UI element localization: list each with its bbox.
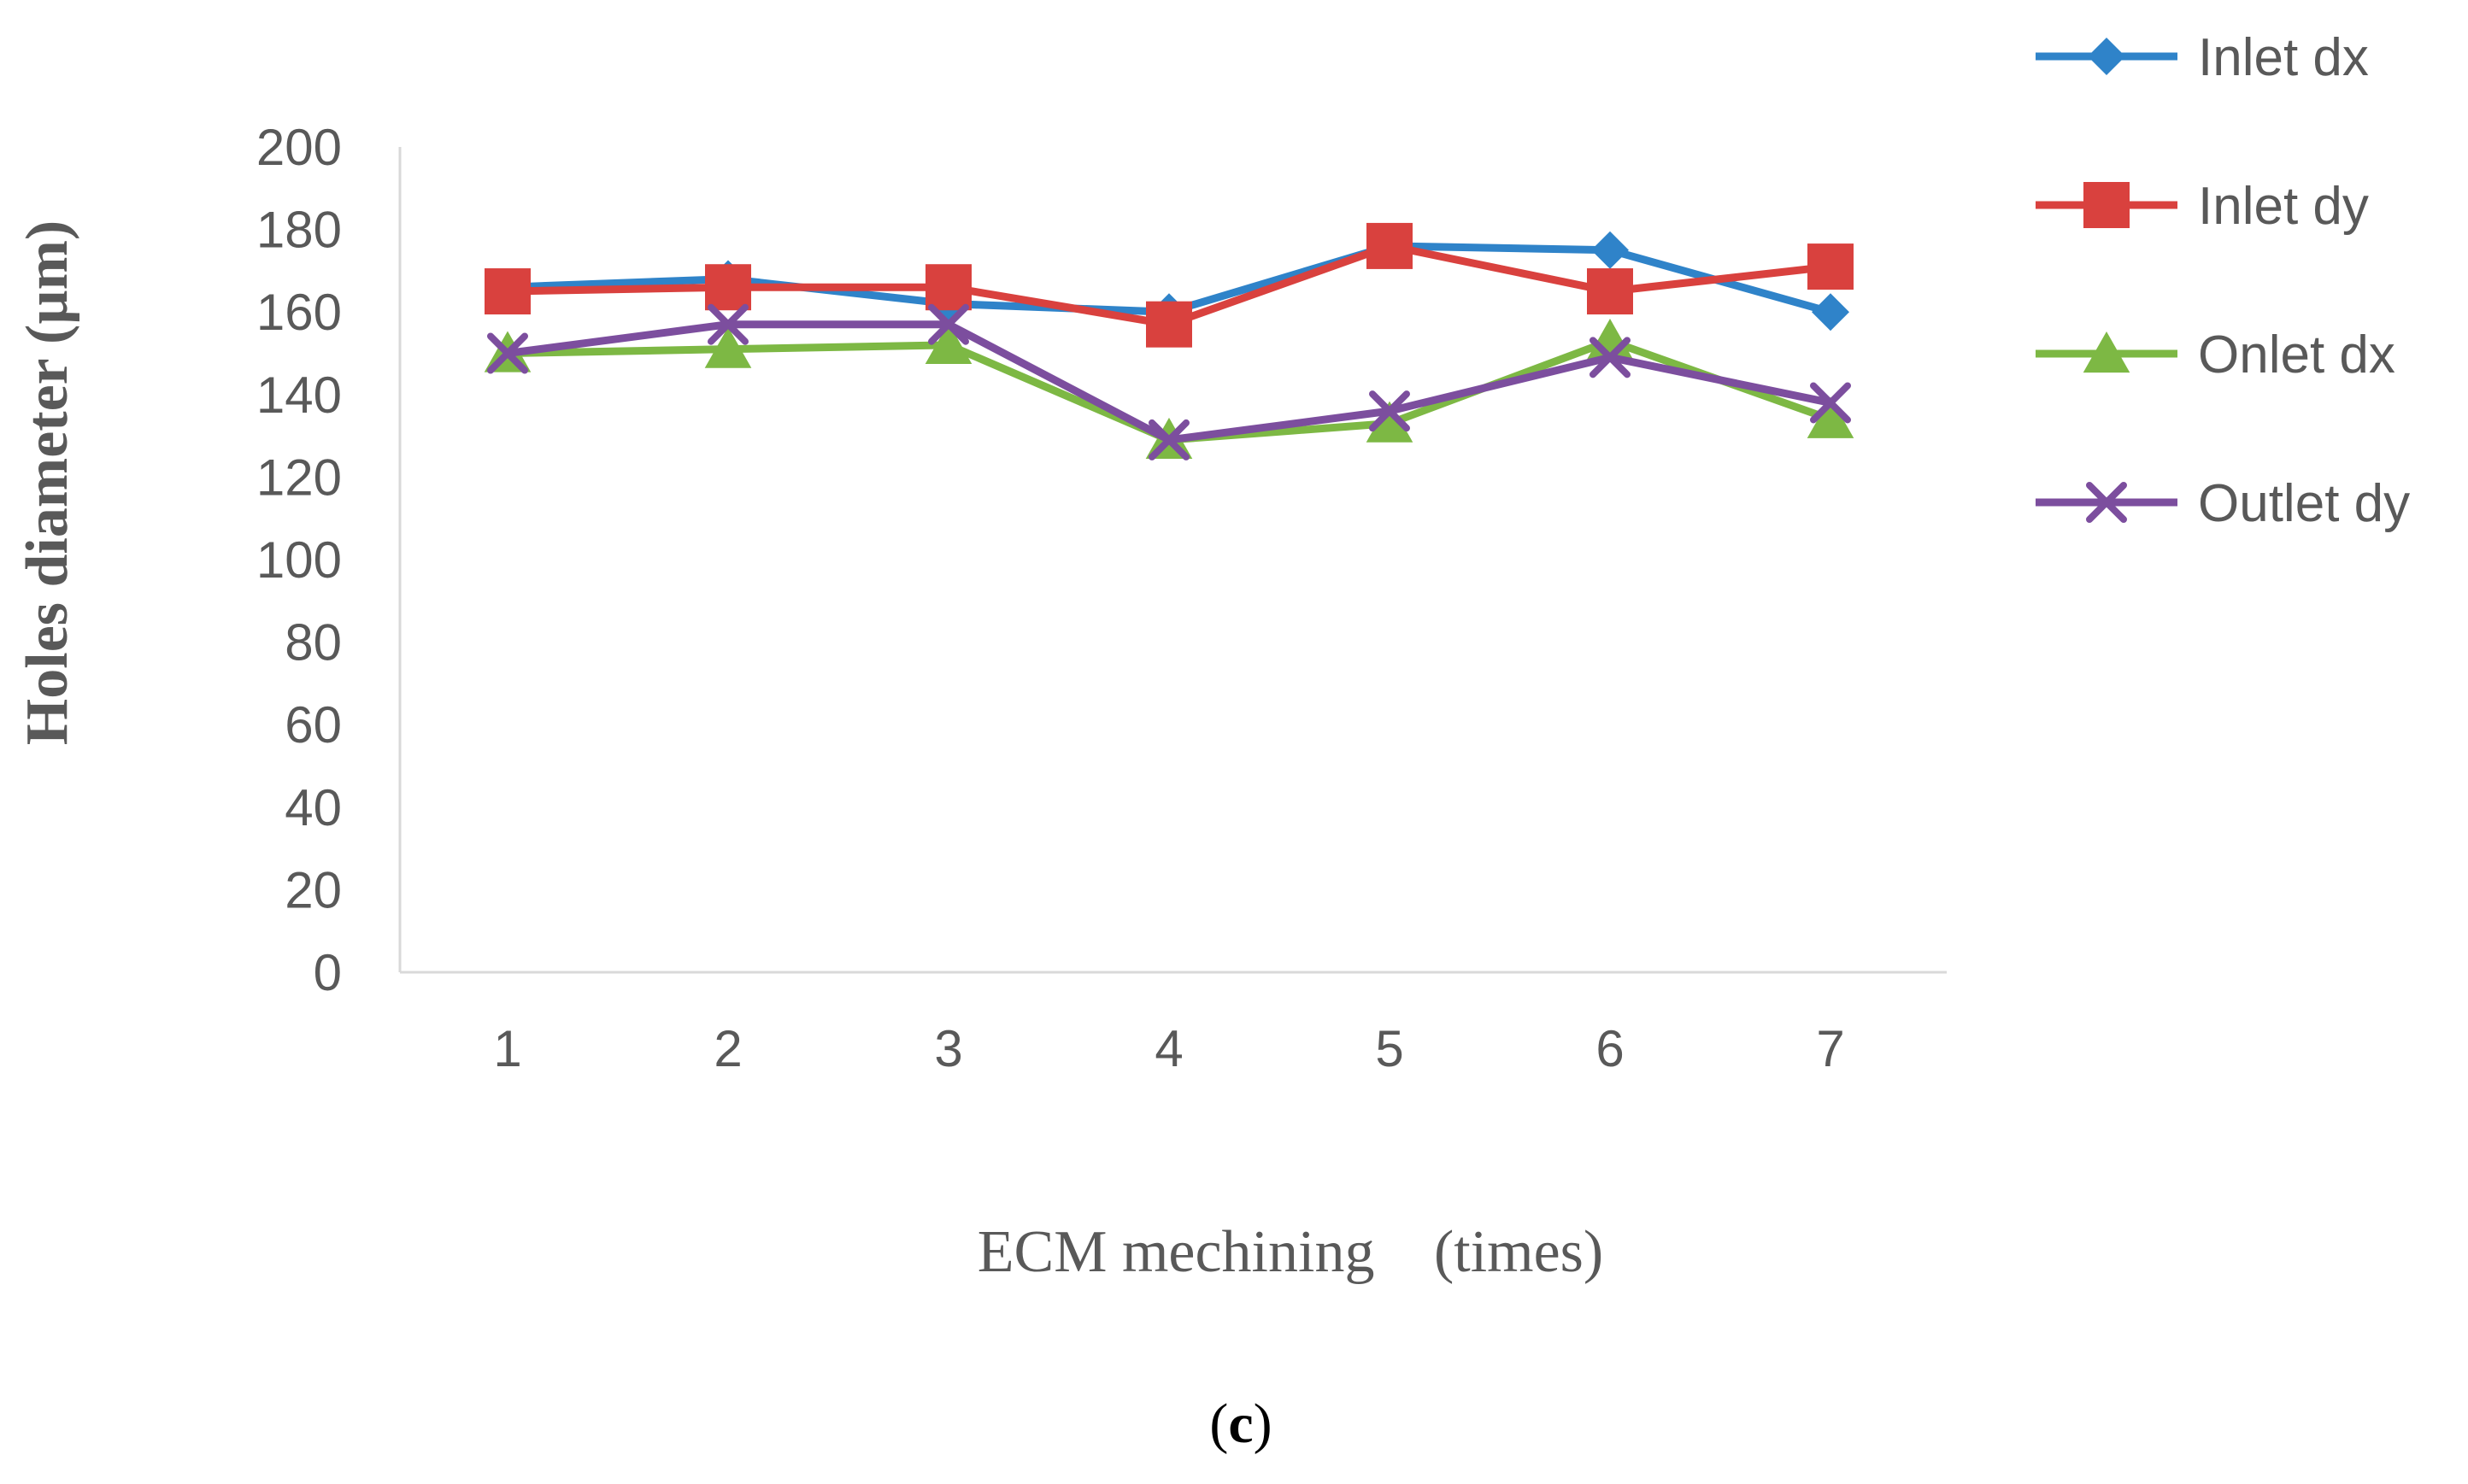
triangle-marker [1366, 401, 1413, 443]
x-tick-label: 5 [1375, 1020, 1403, 1077]
x-axis-title-unit: (times) [1434, 1219, 1603, 1285]
cross-marker [708, 303, 749, 345]
legend-item: Outlet dy [2036, 474, 2410, 533]
y-axis-title: Holes diameter (µm) [15, 220, 80, 745]
legend-label: Inlet dy [2198, 177, 2369, 236]
y-tick-label: 140 [256, 367, 342, 424]
cross-marker [1810, 382, 1851, 424]
panel-label-close: ) [1254, 1393, 1272, 1455]
cross-marker [1369, 390, 1410, 432]
series-inlet-dy [485, 222, 1854, 348]
square-marker [485, 268, 531, 315]
legend-item: Inlet dx [2036, 28, 2369, 87]
y-tick-label: 60 [285, 696, 342, 754]
panel-label-letter: c [1228, 1393, 1253, 1455]
x-tick-label: 3 [934, 1020, 962, 1077]
legend: Inlet dx Inlet dy Onlet dx Outlet dy [2036, 28, 2410, 533]
panel-label-open: ( [1209, 1393, 1228, 1455]
square-marker [925, 264, 972, 311]
x-tick-label: 7 [1816, 1020, 1844, 1077]
diamond-marker [1591, 231, 1629, 269]
y-tick-label: 100 [256, 531, 342, 589]
axes: 0 20 40 60 80 100 120 140 160 180 200 1 2 3 4 5 6 7 [256, 119, 1947, 1077]
square-marker [705, 264, 751, 311]
square-marker [2083, 182, 2130, 228]
y-tick-label: 120 [256, 449, 342, 506]
square-marker [1807, 243, 1854, 290]
square-marker [1366, 222, 1413, 269]
legend-label: Outlet dy [2198, 474, 2410, 533]
legend-item: Onlet dx [2036, 326, 2395, 384]
diamond-marker [1812, 293, 1849, 331]
y-tick-label: 40 [285, 779, 342, 836]
series-outlet-dy [487, 303, 1851, 460]
x-tick-label: 1 [493, 1020, 521, 1077]
square-marker [1146, 301, 1192, 348]
cross-marker [1590, 337, 1631, 378]
cross-marker [487, 332, 528, 374]
triangle-marker [925, 322, 973, 364]
y-tick-label: 200 [256, 119, 342, 176]
series-lines [484, 222, 1854, 460]
x-tick-label: 2 [714, 1020, 742, 1077]
square-marker [1587, 268, 1633, 315]
x-tick-label: 4 [1155, 1020, 1183, 1077]
cross-marker [1149, 419, 1190, 460]
x-axis-title: ECM mechining (times) [978, 1219, 1603, 1285]
legend-label: Onlet dx [2198, 326, 2395, 384]
panel-label: (c) [1209, 1393, 1272, 1455]
triangle-marker [1807, 396, 1854, 438]
y-tick-label: 80 [285, 614, 342, 672]
y-tick-label: 20 [285, 861, 342, 918]
triangle-marker [2083, 331, 2130, 373]
cross-marker [928, 303, 969, 345]
x-tick-label: 6 [1595, 1020, 1624, 1077]
x-axis-title-main: ECM mechining [978, 1219, 1375, 1285]
y-tick-label: 160 [256, 284, 342, 341]
triangle-marker [704, 326, 752, 368]
y-tick-label: 180 [256, 202, 342, 259]
cross-marker [2086, 482, 2127, 523]
diamond-marker [2088, 38, 2125, 75]
y-tick-label: 0 [314, 944, 342, 1001]
legend-label: Inlet dx [2198, 28, 2369, 87]
legend-item: Inlet dy [2036, 177, 2369, 236]
